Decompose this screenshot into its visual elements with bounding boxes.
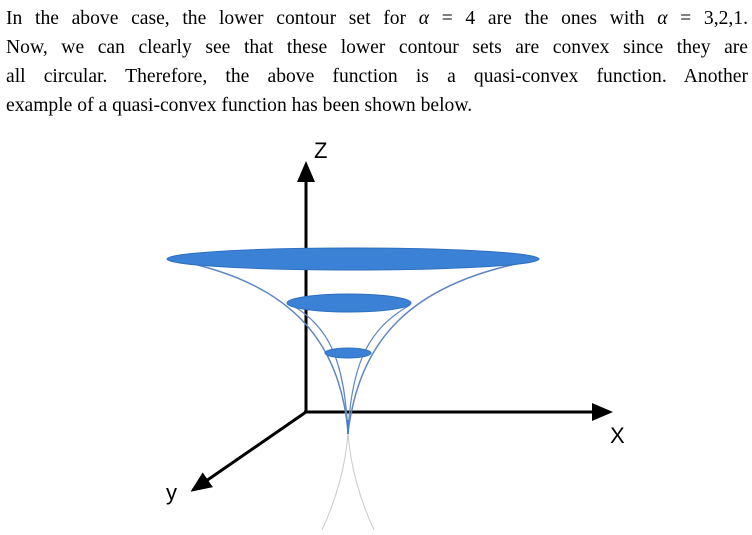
contour-disc-large (166, 247, 540, 271)
x-axis-label: X (610, 423, 625, 448)
paragraph-line-2: Now, we can clearly see that these lower… (6, 37, 748, 58)
contour-disc-medium (286, 293, 412, 313)
line1-text-a: In the above case, the lower contour set… (6, 8, 419, 29)
paragraph-line-3: all circular. Therefore, the above funct… (6, 66, 748, 87)
y-axis-label: y (166, 480, 177, 505)
alpha-symbol: α (657, 8, 668, 29)
alpha-symbol: α (418, 8, 430, 29)
body-paragraph: In the above case, the lower contour set… (6, 4, 748, 120)
line1-text-c: = 3,2,1. (667, 8, 748, 29)
faint-lower-curve-left (321, 431, 349, 531)
line1-text-b: = 4 are the ones with (429, 8, 658, 29)
funnel-curve-right (347, 259, 537, 433)
y-axis (190, 410, 307, 492)
contour-disc-small (324, 347, 372, 359)
z-axis-label: Z (314, 138, 327, 163)
paragraph-line-4: example of a quasi-convex function has b… (6, 95, 473, 116)
faint-lower-curve-right (347, 431, 375, 531)
paragraph-line-1: In the above case, the lower contour set… (6, 4, 748, 33)
funnel-curve-left (174, 259, 349, 433)
